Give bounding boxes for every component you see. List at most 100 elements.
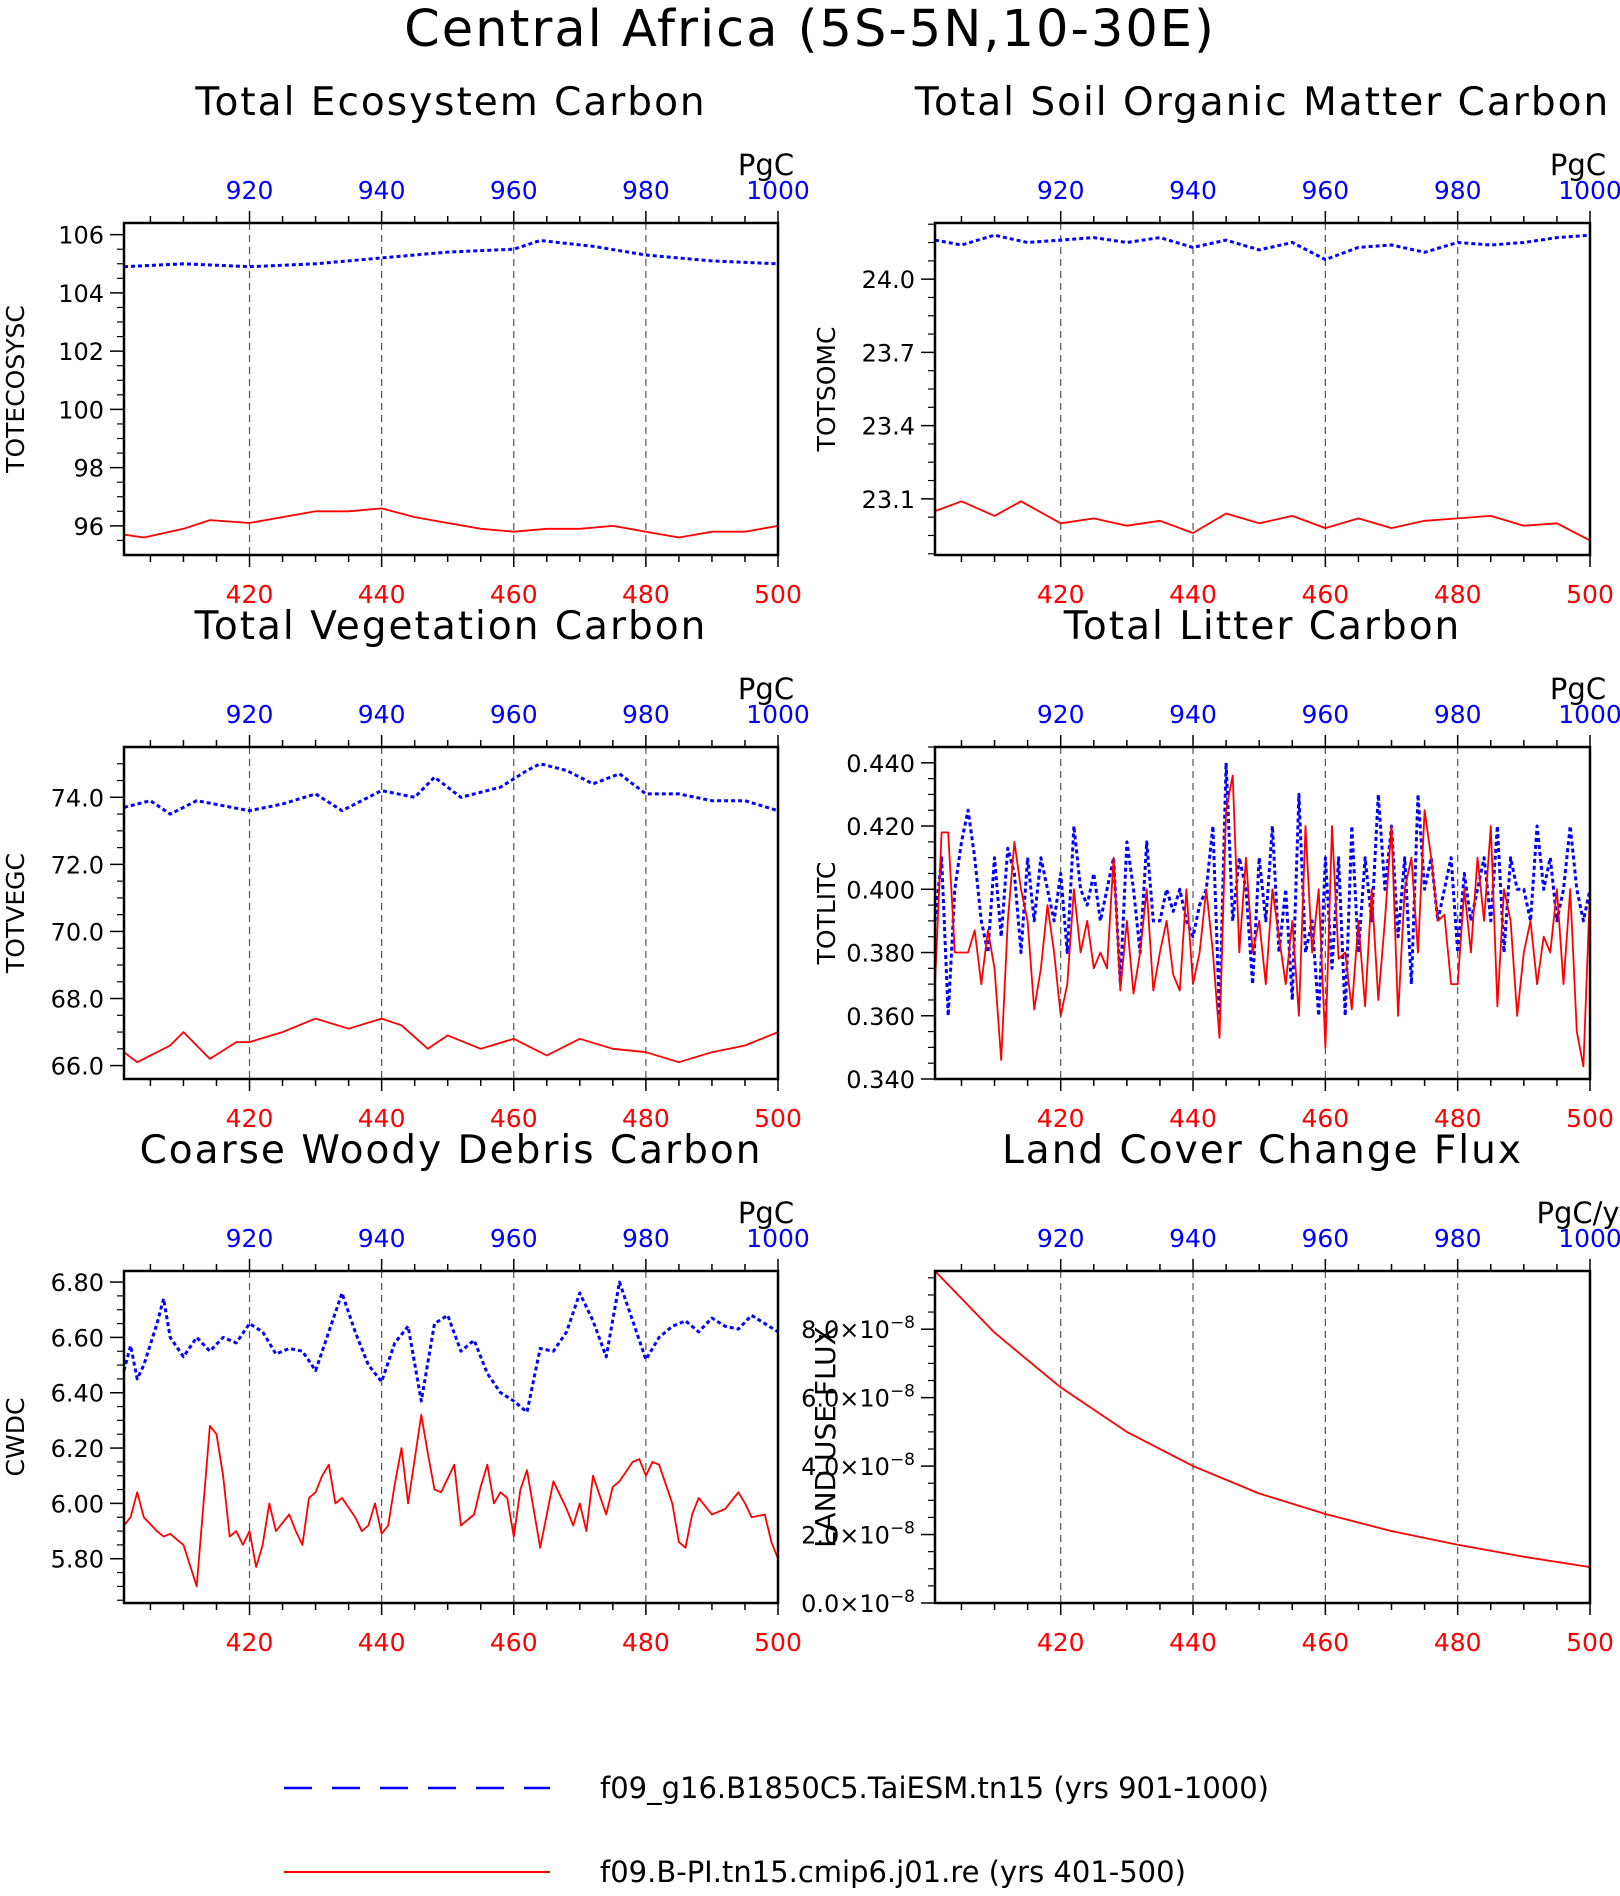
y-tick-label: 0.400: [846, 876, 915, 904]
x-tick-label: 440: [1169, 1104, 1217, 1133]
y-tick-label: 102: [58, 338, 104, 366]
x-top-tick-label: 960: [1301, 1224, 1349, 1253]
series-line-case2: [123, 1414, 779, 1588]
y-tick-label: 5.80: [51, 1546, 104, 1574]
plot-frame: [933, 745, 1592, 1081]
y-tick-label: 0.360: [846, 1003, 915, 1031]
y-tick-label: 0.380: [846, 940, 915, 968]
panel-total-ecosystem-carbon: Total Ecosystem Carbon PgC 420 440 460 480 500…: [1, 80, 810, 609]
y-tick-label: 6.60: [51, 1324, 104, 1352]
x-tick-label: 440: [358, 1104, 406, 1133]
y-tick-label: 23.4: [862, 413, 915, 441]
y-tick-label: 100: [58, 396, 104, 424]
x-tick-label: 420: [226, 1104, 274, 1133]
y-tick-label: 6.20: [51, 1435, 104, 1463]
plot-frame: [933, 1269, 1592, 1605]
y-tick-label: 72.0: [51, 851, 104, 879]
x-top-tick-label: 940: [1169, 176, 1217, 205]
y-tick-label: 0.440: [846, 750, 915, 778]
y-tick-label: 23.7: [862, 339, 915, 367]
x-top-tick-label: 920: [1037, 176, 1085, 205]
x-tick-label: 480: [622, 580, 670, 609]
x-tick-label: 500: [754, 1628, 802, 1657]
x-top-tick-label: 960: [1301, 176, 1349, 205]
x-tick-label: 500: [1566, 1628, 1614, 1657]
x-top-tick-label: 980: [1434, 176, 1482, 205]
x-tick-label: 460: [490, 1104, 538, 1133]
x-top-tick-label: 920: [226, 176, 274, 205]
plot-frame: [122, 1269, 780, 1605]
series-line-case1: [123, 239, 779, 269]
y-axis-label: TOTLITC: [812, 862, 841, 966]
panel-total-litter-carbon: Total Litter Carbon PgC 420 440 460 480 500 920…: [812, 604, 1620, 1133]
x-tick-label: 480: [1434, 580, 1482, 609]
x-tick-label: 480: [622, 1104, 670, 1133]
y-tick-label: 96: [73, 513, 104, 541]
units-label: PgC: [1550, 148, 1606, 182]
units-label: PgC: [738, 1196, 794, 1230]
x-top-tick-label: 980: [622, 1224, 670, 1253]
x-tick-label: 440: [1169, 580, 1217, 609]
series-line-case1: [123, 762, 779, 816]
x-top-tick-label: 940: [358, 700, 406, 729]
plot-frame: [933, 221, 1592, 557]
x-tick-label: 480: [622, 1628, 670, 1657]
x-tick-label: 480: [1434, 1104, 1482, 1133]
panel-total-vegetation-carbon: Total Vegetation Carbon PgC 420 440 460 480 50…: [1, 604, 810, 1133]
x-tick-label: 440: [1169, 1628, 1217, 1657]
panel-coarse-woody-debris-carbon: Coarse Woody Debris Carbon PgC 420 440 460 48…: [1, 1128, 810, 1657]
y-tick-label: 0.420: [846, 813, 915, 841]
y-tick-label: 70.0: [51, 918, 104, 946]
y-tick-label: 0.340: [846, 1066, 915, 1094]
x-top-tick-label: 1000: [1558, 700, 1620, 729]
units-label: PgC/y: [1536, 1196, 1619, 1230]
plot-frame: [122, 745, 780, 1081]
y-tick-label: 6.00: [51, 1490, 104, 1518]
x-top-tick-label: 980: [1434, 700, 1482, 729]
y-tick-label: 74.0: [51, 784, 104, 812]
series-line-case1: [933, 761, 1592, 1018]
y-tick-label: 0.0×10−8: [801, 1587, 915, 1618]
panel-total-soil-organic-matter-carbon: Total Soil Organic Matter Carbon PgC 420 44…: [812, 80, 1620, 609]
x-tick-label: 460: [1301, 1628, 1349, 1657]
x-tick-label: 500: [1566, 1104, 1614, 1133]
x-top-tick-label: 920: [1037, 700, 1085, 729]
chart-title-total-soil-organic-matter-carbon: Total Soil Organic Matter Carbon: [914, 80, 1610, 125]
x-top-tick-label: 1000: [1558, 176, 1620, 205]
y-axis-label: TOTSOMC: [812, 327, 841, 453]
y-axis-label: TOTECOSYSC: [1, 305, 30, 474]
y-tick-label: 106: [58, 222, 104, 250]
x-top-tick-label: 940: [1169, 1224, 1217, 1253]
y-tick-label: 98: [73, 455, 104, 483]
x-top-tick-label: 920: [226, 1224, 274, 1253]
x-tick-label: 440: [358, 580, 406, 609]
y-tick-label: 23.1: [862, 486, 915, 514]
panel-land-cover-change-flux: Land Cover Change Flux PgC/y 420 440 460 480 5…: [801, 1128, 1620, 1657]
x-top-tick-label: 1000: [746, 700, 810, 729]
x-top-tick-label: 980: [622, 176, 670, 205]
y-tick-label: 6.40: [51, 1380, 104, 1408]
y-axis-label: TOTVEGC: [1, 853, 30, 974]
x-top-tick-label: 960: [490, 1224, 538, 1253]
x-top-tick-label: 960: [490, 700, 538, 729]
page-title: Central Africa (5S-5N,10-30E): [404, 0, 1216, 59]
series-line-case2: [123, 507, 779, 539]
x-top-tick-label: 1000: [746, 1224, 810, 1253]
x-top-tick-label: 1000: [746, 176, 810, 205]
chart-title-total-litter-carbon: Total Litter Carbon: [1063, 604, 1462, 649]
x-tick-label: 420: [1037, 580, 1085, 609]
series-line-case2: [934, 1270, 1591, 1568]
y-tick-label: 68.0: [51, 986, 104, 1014]
x-tick-label: 500: [1566, 580, 1614, 609]
x-tick-label: 460: [490, 580, 538, 609]
y-axis-label: CWDC: [1, 1398, 30, 1477]
x-tick-label: 420: [1037, 1104, 1085, 1133]
x-tick-label: 420: [226, 1628, 274, 1657]
chart-title-total-vegetation-carbon: Total Vegetation Carbon: [194, 604, 708, 649]
x-tick-label: 420: [1037, 1628, 1085, 1657]
legend-label-case1: f09_g16.B1850C5.TaiESM.tn15 (yrs 901-100…: [600, 1771, 1269, 1805]
legend: f09_g16.B1850C5.TaiESM.tn15 (yrs 901-100…: [284, 1771, 1269, 1889]
y-tick-label: 104: [58, 280, 104, 308]
x-top-tick-label: 920: [1037, 1224, 1085, 1253]
